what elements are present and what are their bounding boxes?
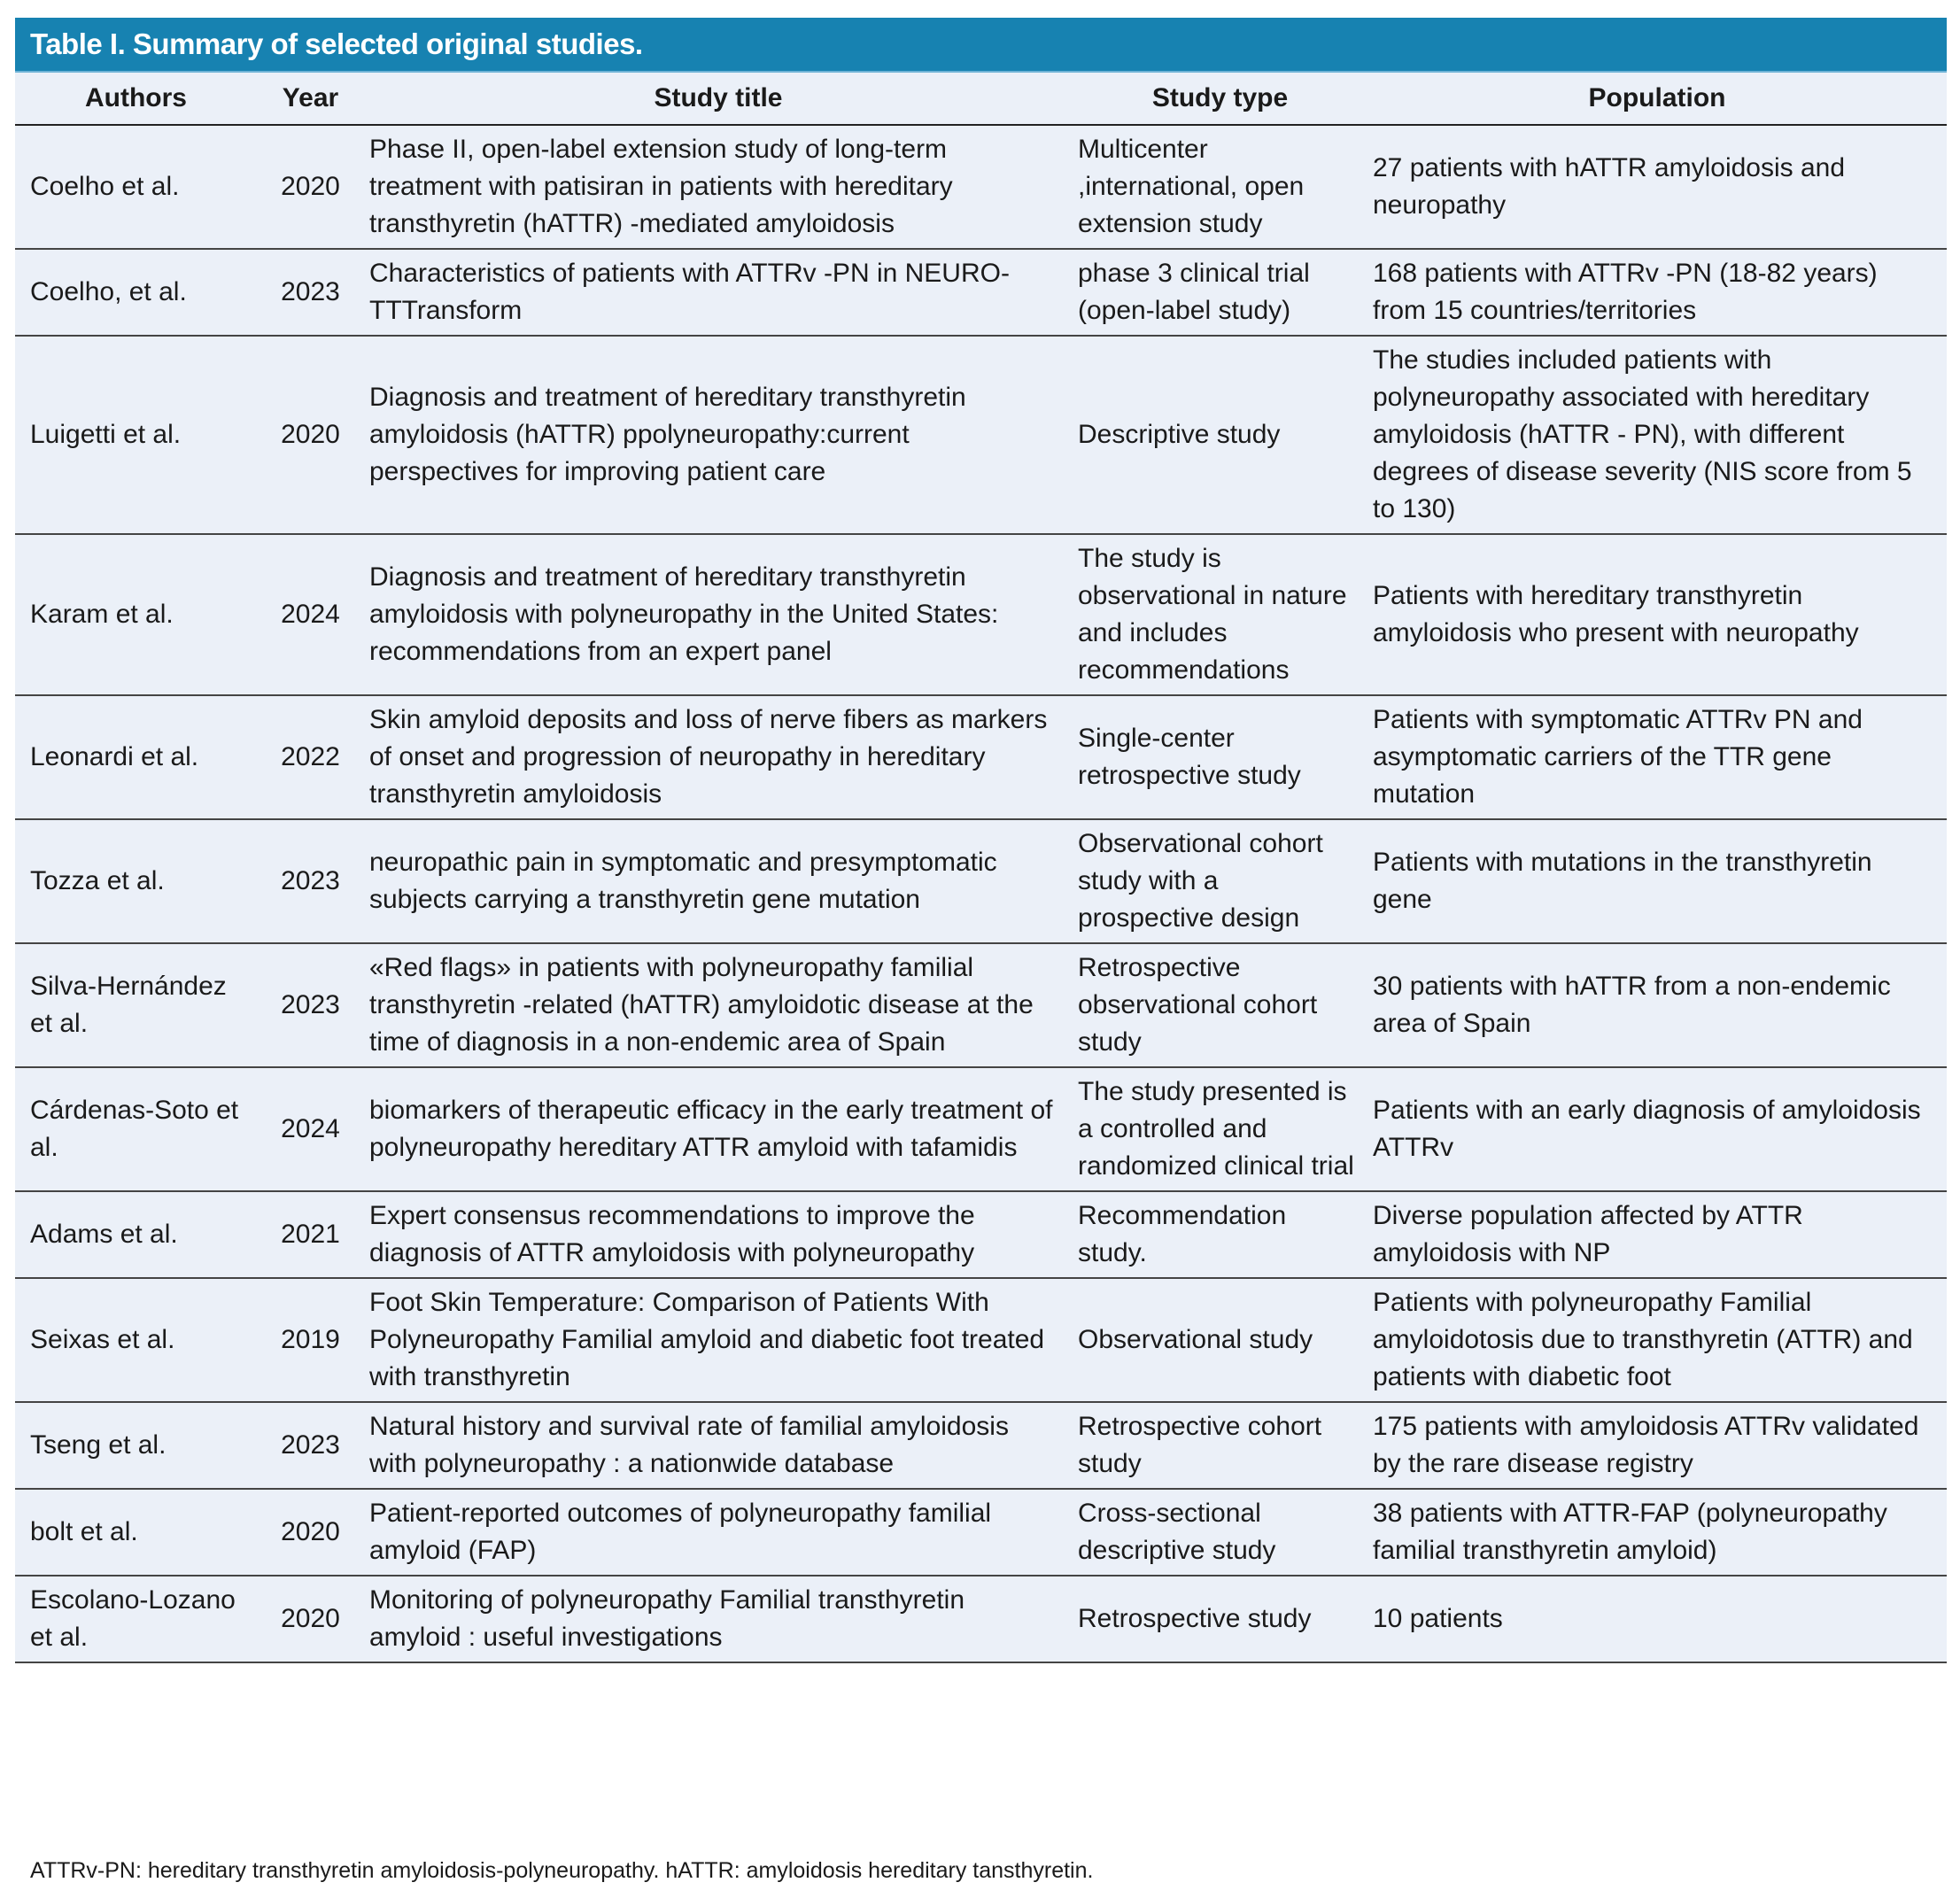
cell-authors: Escolano-Lozano et al.	[15, 1576, 257, 1663]
table-row: Escolano-Lozano et al. 2020 Monitoring of …	[15, 1576, 1947, 1663]
cell-study-title: Skin amyloid deposits and loss of nerve …	[364, 695, 1073, 820]
cell-study-title: Patient-reported outcomes of polyneuropa…	[364, 1489, 1073, 1577]
cell-study-title: Foot Skin Temperature: Comparison of Pat…	[364, 1278, 1073, 1403]
cell-population: Patients with an early diagnosis of amyl…	[1367, 1067, 1947, 1192]
cell-study-type: Descriptive study	[1073, 336, 1367, 535]
table-row: Adams et al. 2021 Expert consensus recomme…	[15, 1191, 1947, 1279]
table-row: bolt et al. 2020 Patient-reported outcomes…	[15, 1489, 1947, 1577]
cell-authors: Coelho et al.	[15, 125, 257, 250]
cell-authors: Leonardi et al.	[15, 695, 257, 820]
cell-study-type: The study presented is a controlled and …	[1073, 1067, 1367, 1192]
cell-study-title: Phase II, open-label extension study of …	[364, 125, 1073, 250]
cell-study-type: phase 3 clinical trial (open-label study…	[1073, 249, 1367, 337]
cell-authors: bolt et al.	[15, 1489, 257, 1577]
table-row: Leonardi et al. 2022 Skin amyloid deposits…	[15, 695, 1947, 820]
column-header-authors: Authors	[15, 73, 257, 126]
cell-study-title: Expert consensus recommendations to impr…	[364, 1191, 1073, 1279]
column-header-year: Year	[257, 73, 364, 126]
cell-study-type: Observational study	[1073, 1278, 1367, 1403]
cell-study-title: «Red flags» in patients with polyneuropa…	[364, 943, 1073, 1068]
table-row: Karam et al. 2024 Diagnosis and treatment …	[15, 534, 1947, 696]
cell-population: 175 patients with amyloidosis ATTRv vali…	[1367, 1402, 1947, 1490]
table-footnote: ATTRv-PN: hereditary transthyretin amylo…	[30, 1858, 1094, 1883]
cell-year: 2023	[257, 249, 364, 337]
cell-year: 2024	[257, 1067, 364, 1192]
cell-year: 2021	[257, 1191, 364, 1279]
cell-study-title: Diagnosis and treatment of hereditary tr…	[364, 534, 1073, 696]
cell-study-title: Diagnosis and treatment of hereditary tr…	[364, 336, 1073, 535]
studies-table: Authors Year Study title Study type Popu…	[15, 73, 1947, 1663]
cell-population: Patients with mutations in the transthyr…	[1367, 819, 1947, 944]
table-title-bar: Table I. Summary of selected original st…	[15, 18, 1947, 73]
cell-population: Patients with polyneuropathy Familial am…	[1367, 1278, 1947, 1403]
cell-population: 168 patients with ATTRv -PN (18-82 years…	[1367, 249, 1947, 337]
cell-year: 2023	[257, 819, 364, 944]
cell-study-title: Monitoring of polyneuropathy Familial tr…	[364, 1576, 1073, 1663]
table-header-row: Authors Year Study title Study type Popu…	[15, 73, 1947, 126]
table-row: Luigetti et al. 2020 Diagnosis and treatme…	[15, 336, 1947, 535]
table-row: Coelho et al. 2020 Phase II, open-label ex…	[15, 125, 1947, 250]
cell-authors: Silva-Hernández et al.	[15, 943, 257, 1068]
cell-study-type: Multicenter ,international, open extensi…	[1073, 125, 1367, 250]
cell-population: Diverse population affected by ATTR amyl…	[1367, 1191, 1947, 1279]
cell-year: 2024	[257, 534, 364, 696]
table-row: Coelho, et al. 2023 Characteristics of pat…	[15, 249, 1947, 337]
table-row: Silva-Hernández et al. 2023 «Red flags» in…	[15, 943, 1947, 1068]
cell-study-title: Natural history and survival rate of fam…	[364, 1402, 1073, 1490]
cell-study-type: Retrospective observational cohort study	[1073, 943, 1367, 1068]
table-title: Table I. Summary of selected original st…	[30, 27, 643, 60]
cell-study-type: Retrospective study	[1073, 1576, 1367, 1663]
cell-study-type: Recommendation study.	[1073, 1191, 1367, 1279]
table-row: Tozza et al. 2023 neuropathic pain in symp…	[15, 819, 1947, 944]
cell-year: 2020	[257, 125, 364, 250]
cell-year: 2023	[257, 1402, 364, 1490]
column-header-study-type: Study type	[1073, 73, 1367, 126]
cell-population: 27 patients with hATTR amyloidosis and n…	[1367, 125, 1947, 250]
cell-population: The studies included patients with polyn…	[1367, 336, 1947, 535]
cell-population: Patients with symptomatic ATTRv PN and a…	[1367, 695, 1947, 820]
cell-authors: Adams et al.	[15, 1191, 257, 1279]
cell-study-type: Observational cohort study with a prospe…	[1073, 819, 1367, 944]
cell-study-title: neuropathic pain in symptomatic and pres…	[364, 819, 1073, 944]
cell-study-type: Retrospective cohort study	[1073, 1402, 1367, 1490]
cell-population: 10 patients	[1367, 1576, 1947, 1663]
table-body: Coelho et al. 2020 Phase II, open-label ex…	[15, 125, 1947, 1663]
table-row: Tseng et al. 2023 Natural history and surv…	[15, 1402, 1947, 1490]
cell-year: 2023	[257, 943, 364, 1068]
cell-study-type: Single-center retrospective study	[1073, 695, 1367, 820]
cell-year: 2020	[257, 336, 364, 535]
cell-study-title: biomarkers of therapeutic efficacy in th…	[364, 1067, 1073, 1192]
cell-year: 2020	[257, 1576, 364, 1663]
cell-authors: Coelho, et al.	[15, 249, 257, 337]
column-header-population: Population	[1367, 73, 1947, 126]
summary-table-container: Table I. Summary of selected original st…	[15, 18, 1947, 1663]
table-row: Seixas et al. 2019 Foot Skin Temperature: …	[15, 1278, 1947, 1403]
cell-population: Patients with hereditary transthyretin a…	[1367, 534, 1947, 696]
cell-year: 2022	[257, 695, 364, 820]
cell-study-type: The study is observational in nature and…	[1073, 534, 1367, 696]
cell-population: 30 patients with hATTR from a non-endemi…	[1367, 943, 1947, 1068]
cell-population: 38 patients with ATTR-FAP (polyneuropath…	[1367, 1489, 1947, 1577]
cell-authors: Tozza et al.	[15, 819, 257, 944]
cell-authors: Seixas et al.	[15, 1278, 257, 1403]
cell-authors: Luigetti et al.	[15, 336, 257, 535]
cell-study-type: Cross-sectional descriptive study	[1073, 1489, 1367, 1577]
cell-study-title: Characteristics of patients with ATTRv -…	[364, 249, 1073, 337]
cell-authors: Tseng et al.	[15, 1402, 257, 1490]
cell-year: 2020	[257, 1489, 364, 1577]
column-header-study-title: Study title	[364, 73, 1073, 126]
table-row: Cárdenas-Soto et al. 2024 biomarkers of th…	[15, 1067, 1947, 1192]
cell-year: 2019	[257, 1278, 364, 1403]
cell-authors: Karam et al.	[15, 534, 257, 696]
cell-authors: Cárdenas-Soto et al.	[15, 1067, 257, 1192]
